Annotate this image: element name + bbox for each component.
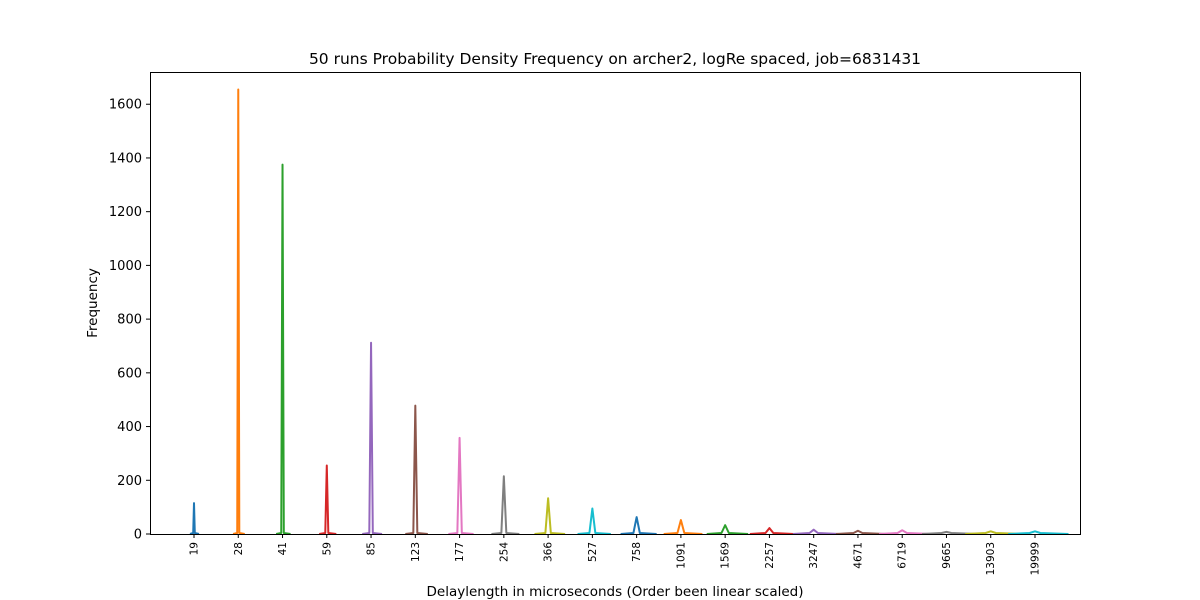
x-tick-label: 9665 — [941, 542, 953, 569]
series-line — [922, 530, 978, 535]
x-tick-label: 1569 — [720, 542, 732, 569]
series-line — [1008, 530, 1069, 535]
plot-frame — [150, 72, 1081, 535]
series-line — [319, 464, 337, 535]
x-tick-label: 4671 — [852, 542, 864, 569]
series-line — [965, 530, 1023, 535]
x-tick-label: 19 — [189, 542, 201, 555]
x-tick-label: 28 — [233, 542, 245, 555]
y-tick-label: 1200 — [109, 205, 142, 220]
y-axis-label: Frequency — [85, 268, 101, 338]
series-line — [792, 528, 840, 535]
x-tick-label: 41 — [277, 542, 289, 555]
y-tick-label: 600 — [117, 366, 142, 381]
series-line — [577, 507, 611, 535]
series-line — [362, 341, 383, 535]
y-axis: 0 200 400 600 800 1000 1200 1400 1600 — [109, 98, 150, 543]
x-axis-label: Delaylength in microseconds (Order been … — [427, 584, 804, 600]
series-line — [448, 436, 474, 535]
chart-title: 50 runs Probability Density Frequency on… — [309, 50, 921, 68]
x-tick-label: 13903 — [985, 542, 997, 575]
y-tick-label: 400 — [117, 420, 142, 435]
series-line — [749, 527, 794, 535]
x-tick-label: 177 — [454, 542, 466, 562]
series-line — [878, 529, 932, 535]
series-line — [663, 519, 703, 535]
series-line — [835, 529, 886, 535]
series-line — [534, 497, 566, 535]
x-tick-label: 758 — [631, 542, 643, 562]
series-line — [491, 475, 520, 535]
x-tick-label: 19999 — [1030, 542, 1042, 575]
x-tick-label: 85 — [366, 542, 378, 555]
y-tick-label: 200 — [117, 474, 142, 489]
y-tick-label: 0 — [134, 528, 142, 543]
series-line — [275, 163, 291, 535]
x-tick-label: 2257 — [764, 542, 776, 569]
series-layer — [189, 88, 1069, 535]
y-tick-label: 1600 — [109, 98, 142, 113]
y-tick-label: 800 — [117, 313, 142, 328]
x-tick-label: 527 — [587, 542, 599, 562]
x-tick-label: 254 — [498, 542, 510, 562]
x-tick-label: 59 — [321, 542, 333, 555]
series-line — [706, 524, 749, 535]
y-tick-label: 1400 — [109, 151, 142, 166]
x-tick-label: 6719 — [897, 542, 909, 569]
series-line — [405, 404, 428, 535]
x-tick-label: 1091 — [675, 542, 687, 569]
series-line — [620, 516, 657, 535]
x-tick-label: 3247 — [808, 542, 820, 569]
series-line — [232, 88, 245, 535]
x-tick-label: 123 — [410, 542, 422, 562]
x-axis: 19 28 41 59 85 123 177 254 366 527 758 1091 1569 2257… — [189, 534, 1042, 575]
y-tick-label: 1000 — [109, 259, 142, 274]
series-line — [189, 502, 200, 535]
x-tick-label: 366 — [543, 542, 555, 562]
